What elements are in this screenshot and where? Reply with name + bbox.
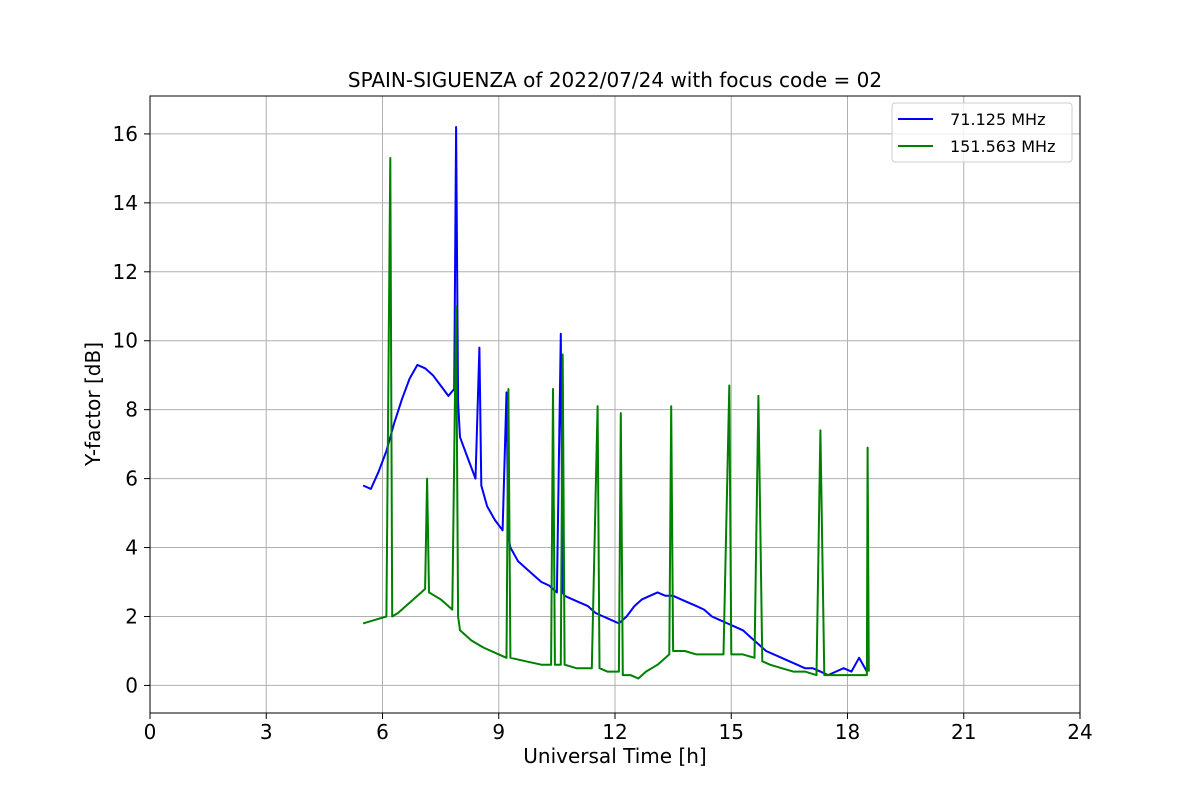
- x-tick-label: 0: [144, 720, 157, 744]
- y-tick-label: 12: [113, 260, 138, 284]
- y-axis-label: Y-factor [dB]: [81, 342, 105, 467]
- legend-label-151mhz: 151.563 MHz: [950, 137, 1055, 156]
- series-line-71mhz: [362, 126, 868, 677]
- x-tick-label: 9: [492, 720, 505, 744]
- y-tick-label: 14: [113, 191, 138, 215]
- chart-title: SPAIN-SIGUENZA of 2022/07/24 with focus …: [348, 68, 882, 92]
- y-tick-label: 10: [113, 329, 138, 353]
- x-tick-label: 12: [602, 720, 627, 744]
- x-axis-label: Universal Time [h]: [523, 744, 706, 768]
- y-tick-label: 6: [125, 467, 138, 491]
- series-line-151mhz: [362, 157, 870, 680]
- y-tick-label: 4: [125, 536, 138, 560]
- legend-label-71mhz: 71.125 MHz: [940, 110, 1045, 129]
- y-tick-label: 2: [125, 604, 138, 628]
- series-lines: [362, 126, 870, 680]
- x-tick-label: 15: [719, 720, 744, 744]
- x-tick-label: 6: [376, 720, 389, 744]
- legend-box: [891, 102, 1073, 163]
- legend: 71.125 MHz 151.563 MHz: [891, 102, 1073, 163]
- x-tick-label: 24: [1067, 720, 1092, 744]
- x-tick-label: 18: [835, 720, 860, 744]
- x-tick-label: 3: [260, 720, 273, 744]
- y-tick-label: 0: [125, 673, 138, 697]
- y-tick-label: 16: [113, 122, 138, 146]
- x-tick-label: 21: [951, 720, 976, 744]
- y-tick-label: 8: [125, 398, 138, 422]
